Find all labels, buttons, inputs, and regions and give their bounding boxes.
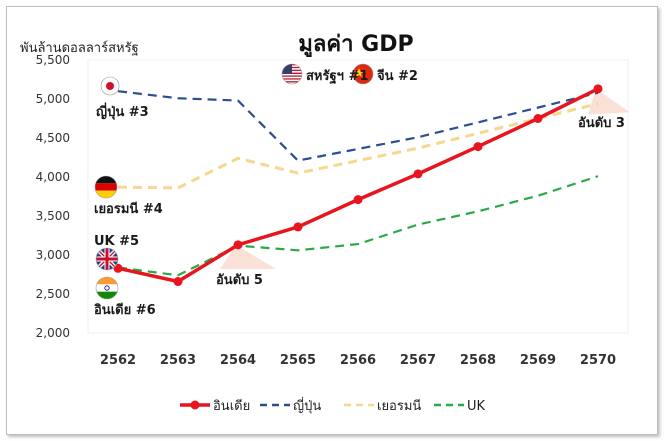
y-tick-label: 3,000 <box>36 248 70 262</box>
india-rank-label: อินเดีย #6 <box>94 302 156 318</box>
germany-rank-label: เยอรมนี #4 <box>94 201 163 217</box>
x-tick-label: 2570 <box>580 353 616 368</box>
y-tick-label: 2,500 <box>36 287 70 301</box>
uk-flag-icon <box>95 247 119 271</box>
india-point <box>233 240 243 250</box>
germany-flag-icon <box>94 175 118 199</box>
chart-frame <box>6 6 658 435</box>
legend-marker <box>190 400 200 410</box>
y-tick-label: 5,000 <box>36 92 70 106</box>
india-point <box>353 195 363 205</box>
chart-title: มูลค่า GDP <box>298 32 413 58</box>
rank3-highlight <box>588 88 630 115</box>
legend-label: UK <box>467 399 486 414</box>
rank3-label: อันดับ 3 <box>578 116 625 131</box>
x-tick-label: 2562 <box>100 353 136 368</box>
y-tick-label: 3,500 <box>36 209 70 223</box>
y-tick-label: 5,500 <box>36 53 70 67</box>
india-point <box>413 169 423 179</box>
y-tick-label: 4,000 <box>36 170 70 184</box>
series-line-japan <box>117 90 599 162</box>
uk-rank-label: UK #5 <box>94 234 139 249</box>
usa-rank-label: สหรัฐฯ #1 <box>306 69 368 85</box>
legend-label: เยอรมนี <box>377 398 421 414</box>
rank5-label: อันดับ 5 <box>216 273 263 288</box>
y-tick-label: 4,500 <box>36 131 70 145</box>
plot-area <box>87 59 629 334</box>
india-point <box>293 222 303 232</box>
rank5-highlight <box>220 244 276 270</box>
y-axis-label: พันล้านดอลลาร์สหรัฐ <box>20 40 139 56</box>
japan-rank-label: ญี่ปุ่น #3 <box>96 102 149 120</box>
x-tick-label: 2565 <box>280 353 316 368</box>
china-flag-icon <box>352 63 374 85</box>
x-tick-label: 2563 <box>160 353 196 368</box>
india-point <box>593 84 603 94</box>
legend-label: อินเดีย <box>213 398 250 414</box>
x-tick-label: 2566 <box>340 353 376 368</box>
india-point <box>473 142 483 152</box>
y-tick-label: 2,000 <box>36 326 70 340</box>
x-tick-label: 2569 <box>520 353 556 368</box>
india-point <box>173 277 183 287</box>
usa-flag-icon <box>281 63 303 85</box>
legend-label: ญี่ปุ่น <box>293 397 321 414</box>
series-line-uk <box>117 175 599 277</box>
x-tick-label: 2567 <box>400 353 436 368</box>
x-tick-label: 2568 <box>460 353 496 368</box>
series-line-india <box>117 87 599 284</box>
china-rank-label: จีน #2 <box>377 68 418 84</box>
japan-flag-icon <box>100 76 120 96</box>
india-flag-icon <box>95 276 119 300</box>
series-line-germany <box>117 102 599 190</box>
india-point <box>533 114 543 123</box>
x-tick-label: 2564 <box>220 353 256 368</box>
